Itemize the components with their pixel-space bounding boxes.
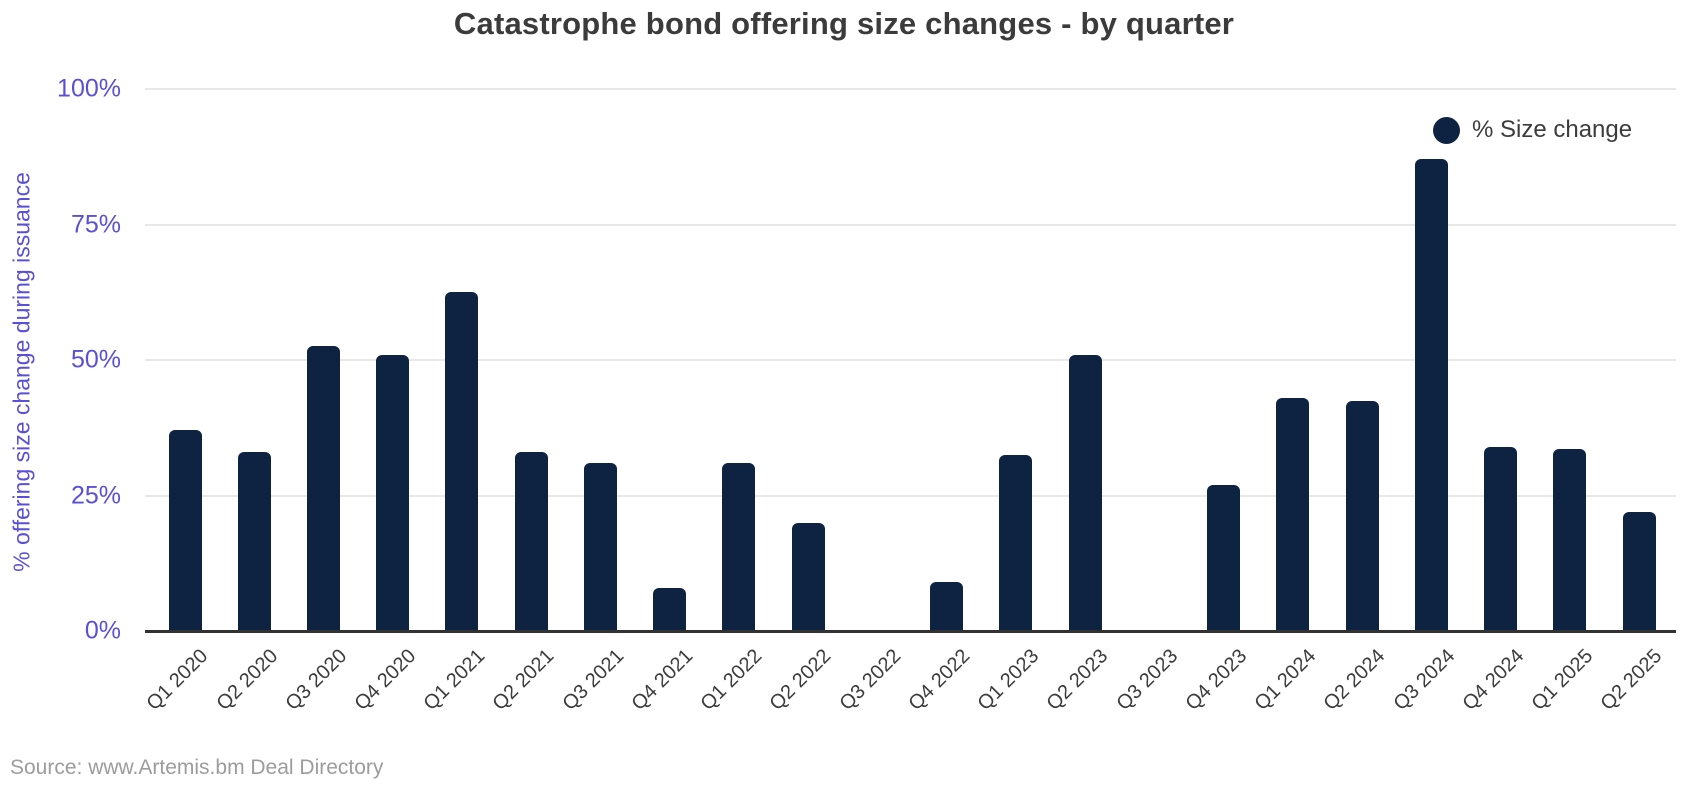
x-tick-label: Q4 2023 <box>1181 645 1252 715</box>
x-tick-label: Q4 2024 <box>1458 645 1529 715</box>
x-tick-label: Q2 2020 <box>211 645 282 715</box>
x-tick-label: Q1 2022 <box>696 645 767 715</box>
bar-q4-2023 <box>1207 484 1241 631</box>
bar-q2-2025 <box>1622 511 1656 631</box>
x-tick-label: Q3 2020 <box>281 645 352 715</box>
legend-item-size-change[interactable]: % Size change <box>1433 116 1632 144</box>
gridline <box>145 359 1676 361</box>
y-tick-label: 75% <box>70 210 121 238</box>
bar-q3-2024 <box>1414 159 1448 631</box>
x-tick-label: Q2 2025 <box>1596 645 1667 715</box>
x-tick-label: Q3 2021 <box>558 645 629 715</box>
bar-q1-2023 <box>999 454 1033 631</box>
x-tick-label: Q1 2025 <box>1527 645 1598 715</box>
source-credit: Source: www.Artemis.bm Deal Directory <box>10 756 384 779</box>
bar-q4-2024 <box>1484 446 1518 631</box>
bar-q1-2024 <box>1276 397 1310 631</box>
x-axis-line <box>145 630 1676 633</box>
y-tick-label: 100% <box>57 74 121 103</box>
x-tick-label: Q3 2022 <box>835 645 905 715</box>
bar-q2-2020 <box>237 452 271 631</box>
bar-q1-2021 <box>445 292 479 631</box>
plot-area: 0% 25% 50% 75% 100% Q1 2020 Q2 2020 Q3 2020 Q4 2… <box>57 75 1676 715</box>
x-tick-label: Q2 2021 <box>488 645 559 715</box>
bar-q2-2024 <box>1345 400 1379 631</box>
bar-q4-2021 <box>653 587 687 631</box>
gridline <box>145 494 1676 497</box>
x-tick-label: Q1 2023 <box>973 645 1044 715</box>
bar-q4-2020 <box>376 354 410 631</box>
y-tick-label: 25% <box>70 481 121 509</box>
bar-q2-2022 <box>791 522 825 631</box>
x-tick-label: Q4 2022 <box>904 645 975 715</box>
legend-label: % Size change <box>1472 116 1633 143</box>
x-tick-label: Q1 2021 <box>419 645 490 715</box>
x-tick-label: Q2 2022 <box>765 645 836 715</box>
bar-q4-2022 <box>930 582 964 631</box>
y-axis-title: % offering size change during issuance <box>8 172 35 572</box>
x-tick-label: Q2 2023 <box>1042 645 1113 715</box>
bar-q1-2022 <box>722 462 756 631</box>
x-tick-label: Q1 2020 <box>142 645 213 715</box>
gridline <box>145 223 1676 226</box>
x-tick-label: Q2 2024 <box>1319 645 1390 715</box>
x-tick-label: Q4 2020 <box>350 645 421 715</box>
x-tick-label: Q1 2024 <box>1250 645 1321 715</box>
bar-q2-2023 <box>1068 354 1102 631</box>
y-tick-label: 0% <box>84 616 121 645</box>
legend-marker-icon <box>1433 116 1460 144</box>
bar-q2-2021 <box>514 452 548 631</box>
gridline <box>145 88 1676 90</box>
x-tick-label: Q3 2023 <box>1112 645 1182 715</box>
bar-q1-2020 <box>168 430 202 631</box>
y-tick-label: 50% <box>70 345 121 374</box>
bar-q1-2025 <box>1553 449 1587 631</box>
chart-title: Catastrophe bond offering size changes -… <box>453 6 1235 41</box>
x-tick-label: Q3 2024 <box>1389 645 1459 715</box>
x-tick-label: Q4 2021 <box>627 645 698 715</box>
bar-q3-2020 <box>306 346 340 631</box>
bar-q3-2021 <box>583 462 617 631</box>
